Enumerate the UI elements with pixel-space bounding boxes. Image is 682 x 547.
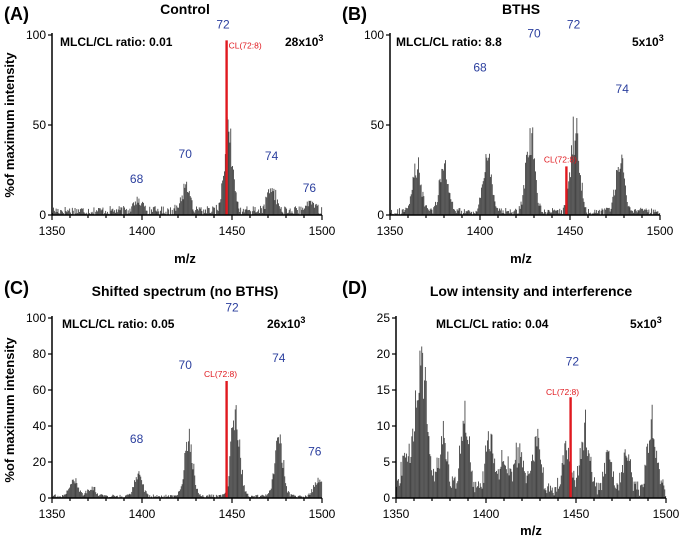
panel-c-y-tick-label: 0: [39, 491, 46, 505]
panel-b-spectrum: [390, 116, 661, 215]
panel-b-y-tick-label: 100: [364, 28, 384, 42]
panel-d-y-tick-label: 15: [377, 383, 391, 397]
panel-b-x-tick-label: 1450: [557, 224, 584, 238]
panel-b-title: BTHS: [502, 1, 540, 17]
panel-d-x-tick-label: 1500: [653, 507, 680, 521]
panel-a-peak-label: 76: [303, 181, 317, 195]
panel-c-peak-label: 74: [272, 351, 286, 365]
panel-a-letter: (A): [4, 4, 29, 24]
panel-c-x-tick-label: 1400: [129, 507, 156, 521]
panel-d-y-tick-label: 0: [383, 491, 390, 505]
panel-d-cl728-label: CL(72:8): [546, 387, 579, 397]
panel-b-ratio: MLCL/CL ratio: 8.8: [396, 35, 502, 49]
panel-c-ratio: MLCL/CL ratio: 0.05: [62, 317, 175, 331]
panel-b-scale: 5x103: [632, 33, 664, 49]
panel-a-ratio: MLCL/CL ratio: 0.01: [60, 35, 173, 49]
panel-c: (C) Shifted spectrum (no BTHS) MLCL/CL r…: [4, 278, 336, 521]
panel-c-title: Shifted spectrum (no BTHS): [92, 283, 279, 299]
panel-b-y-tick-label: 0: [377, 208, 384, 222]
panel-b-x-tick-label: 1400: [467, 224, 494, 238]
panel-d-y-tick-label: 10: [377, 419, 391, 433]
panel-b-peak-label: 68: [473, 61, 487, 75]
panel-d-y-tick-label: 25: [377, 311, 391, 325]
panel-c-peak-label: 68: [130, 432, 144, 446]
panel-c-spectrum: [52, 405, 323, 498]
panel-c-scale: 26x103: [267, 315, 305, 331]
panel-c-scale-exponent: 3: [300, 315, 305, 325]
panel-b-cl728-label: CL(72:8): [544, 154, 577, 164]
panel-a-x-tick-label: 1450: [219, 224, 246, 238]
panel-d-letter: (D): [342, 278, 367, 298]
panel-b-scale-exponent: 3: [659, 33, 664, 43]
y-axis-label-bottom: %of maximum intensity: [2, 337, 17, 483]
panel-b-letter: (B): [342, 4, 367, 24]
panel-c-y-tick-label: 100: [26, 311, 46, 325]
panel-a-scale-exponent: 3: [318, 33, 323, 43]
panel-c-peak-label: 72: [225, 300, 239, 314]
panel-a-cl728-label: CL(72:8): [229, 40, 262, 50]
panel-d-scale: 5x103: [630, 315, 662, 331]
panel-d-scale-exponent: 3: [657, 315, 662, 325]
panel-d-x-tick-label: 1400: [473, 507, 500, 521]
panel-a-title: Control: [160, 1, 210, 17]
panel-b-peak-label: 74: [616, 82, 630, 96]
panel-c-peak-label: 76: [308, 444, 322, 458]
panel-c-y-tick-label: 20: [33, 455, 47, 469]
panel-a-y-tick-label: 0: [39, 208, 46, 222]
panel-b-y-tick-label: 50: [371, 118, 385, 132]
panel-d: (D) Low intensity and interference MLCL/…: [342, 278, 680, 538]
panel-d-x-tick-label: 1350: [383, 507, 410, 521]
panel-c-letter: (C): [4, 278, 29, 298]
panel-d-x-tick-label: 1450: [563, 507, 590, 521]
panel-c-peak-label: 70: [179, 358, 193, 372]
panel-a-peak-label: 74: [265, 149, 279, 163]
panel-b-x-tick-label: 1350: [377, 224, 404, 238]
panel-a-x-tick-label: 1400: [129, 224, 156, 238]
panel-c-y-tick-label: 40: [33, 419, 47, 433]
panel-a-peak-label: 72: [216, 17, 230, 31]
panel-c-x-tick-label: 1450: [219, 507, 246, 521]
panel-d-spectrum: [396, 346, 667, 498]
panel-a-x-tick-label: 1500: [309, 224, 336, 238]
panel-d-ratio: MLCL/CL ratio: 0.04: [436, 317, 549, 331]
panel-c-y-tick-label: 60: [33, 383, 47, 397]
panel-b-peak-label: 70: [527, 26, 541, 40]
panel-a-x-tick-label: 1350: [39, 224, 66, 238]
panel-a-y-tick-label: 50: [33, 118, 47, 132]
panel-a-peak-label: 70: [179, 147, 193, 161]
panel-b-x-tick-label: 1500: [647, 224, 674, 238]
panel-a-peak-label: 68: [130, 172, 144, 186]
panel-b: (B) BTHS MLCL/CL ratio: 8.8 5x103 m/z CL…: [342, 1, 674, 266]
panel-a: (A) Control MLCL/CL ratio: 0.01 28x103 m…: [4, 1, 336, 266]
panel-d-y-tick-label: 20: [377, 347, 391, 361]
panel-d-peak-label: 72: [566, 354, 580, 368]
panel-a-scale: 28x103: [285, 33, 323, 49]
panel-d-title: Low intensity and interference: [430, 283, 632, 299]
panel-a-xlabel: m/z: [174, 251, 196, 266]
panel-c-cl728-label: CL(72:8): [204, 369, 237, 379]
panel-a-spectrum: [52, 117, 323, 215]
panel-c-y-tick-label: 80: [33, 347, 47, 361]
panel-c-x-tick-label: 1500: [309, 507, 336, 521]
panel-d-y-tick-label: 5: [383, 455, 390, 469]
y-axis-label-top: %of maximum intensity: [2, 52, 17, 198]
panel-d-xlabel: m/z: [520, 523, 542, 538]
panel-a-y-tick-label: 100: [26, 28, 46, 42]
panel-b-xlabel: m/z: [510, 251, 532, 266]
panel-b-peak-label: 72: [567, 17, 581, 31]
panel-c-x-tick-label: 1350: [39, 507, 66, 521]
